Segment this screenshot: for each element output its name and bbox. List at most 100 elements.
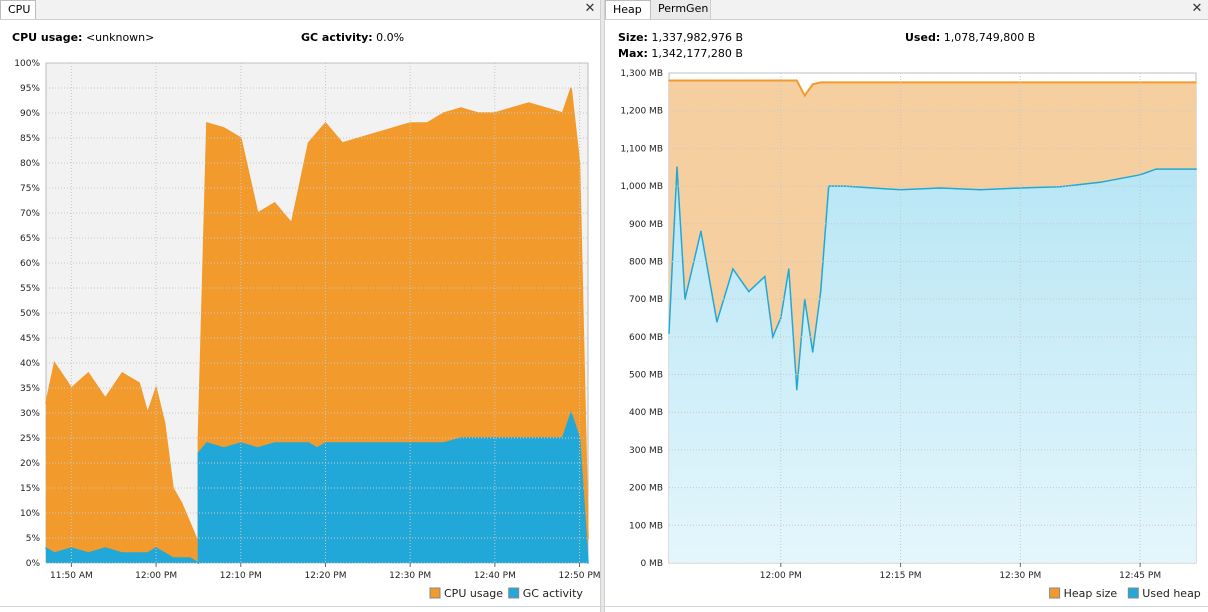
used-heap-point bbox=[668, 332, 670, 334]
gc-activity-point bbox=[146, 552, 149, 554]
heap-size-point bbox=[1195, 81, 1197, 84]
cpu-usage-point bbox=[197, 437, 200, 439]
gc-activity-point bbox=[358, 442, 361, 444]
x-tick-label: 12:15 PM bbox=[880, 571, 922, 581]
y-tick-label: 0% bbox=[26, 559, 41, 569]
gc-activity-point bbox=[104, 547, 107, 549]
used-heap-line bbox=[668, 167, 1196, 390]
tab-heap[interactable]: Heap bbox=[605, 0, 651, 19]
heap-panel: Heap PermGen ✕ Size: 1,337,982,976 B Use… bbox=[605, 0, 1208, 612]
gc-activity-point bbox=[163, 552, 166, 554]
heap-size-point bbox=[803, 94, 806, 97]
heap-used-value: 1,078,749,800 B bbox=[943, 31, 1036, 44]
cpu-usage-point bbox=[460, 107, 462, 109]
cpu-usage-point bbox=[544, 107, 547, 109]
gc-activity-point bbox=[197, 452, 200, 454]
cpu-usage-point bbox=[163, 422, 166, 424]
cpu-usage-point bbox=[511, 107, 513, 109]
gc-activity-point bbox=[587, 562, 589, 564]
used-heap-area bbox=[669, 167, 1196, 563]
cpu-usage-point bbox=[443, 112, 445, 114]
used-heap-point bbox=[788, 268, 790, 270]
cpu-usage-point bbox=[223, 127, 225, 129]
cpu-chart: 0% 5% 10% 15% 20% 25% 30% 35% 40% 45% 50% 55% 60% 65%… bbox=[14, 59, 600, 600]
tab-heap-label: Heap bbox=[613, 3, 642, 16]
cpu-usage-point bbox=[316, 132, 318, 134]
cpu-usage-point bbox=[189, 522, 191, 524]
status-separator bbox=[0, 606, 1208, 607]
y-tick-label: 200 MB bbox=[629, 484, 663, 494]
gc-activity-point bbox=[155, 547, 157, 549]
y-tick-label: 1,000 MB bbox=[620, 182, 663, 192]
y-tick-label: 1,200 MB bbox=[620, 107, 663, 117]
gc-activity-label: GC activity: bbox=[301, 31, 373, 44]
cpu-usage-point bbox=[273, 202, 276, 204]
tab-permgen[interactable]: PermGen bbox=[651, 0, 711, 19]
gc-activity-point bbox=[341, 442, 344, 444]
heap-size-point bbox=[811, 83, 814, 86]
gc-activity-point bbox=[45, 547, 47, 549]
y-tick-label: 35% bbox=[20, 384, 40, 394]
gc-activity-point bbox=[324, 442, 327, 444]
gc-activity-point bbox=[189, 557, 191, 559]
x-tick-label: 12:50 PM bbox=[559, 571, 600, 581]
y-tick-label: 90% bbox=[20, 109, 40, 119]
cpu-usage-label: CPU usage: bbox=[12, 31, 83, 44]
used-heap-point bbox=[939, 187, 942, 189]
cpu-tabbar: CPU ✕ bbox=[0, 0, 600, 20]
y-tick-label: 300 MB bbox=[629, 446, 663, 456]
gc-activity-point bbox=[172, 557, 174, 559]
heap-max-label: Max: bbox=[618, 47, 648, 60]
gc-activity-point bbox=[256, 447, 259, 449]
y-tick-label: 80% bbox=[20, 159, 40, 169]
legend-swatch-gc-activity bbox=[508, 587, 520, 599]
gc-activity-point bbox=[138, 552, 140, 554]
cpu-usage-point bbox=[45, 402, 47, 404]
cpu-usage-point bbox=[341, 142, 344, 144]
y-tick-label: 70% bbox=[20, 209, 40, 219]
tab-cpu[interactable]: CPU bbox=[0, 0, 36, 19]
x-tick-label: 12:45 PM bbox=[1119, 571, 1161, 581]
gc-activity-point bbox=[87, 552, 90, 554]
legend-label-cpu-usage: CPU usage bbox=[444, 587, 503, 600]
legend-label-gc-activity: GC activity bbox=[523, 587, 584, 600]
gc-activity-point bbox=[290, 442, 293, 444]
legend-label-heap-size: Heap size bbox=[1064, 587, 1118, 600]
cpu-usage-point bbox=[104, 397, 107, 399]
heap-size-point bbox=[780, 79, 782, 82]
close-heap-panel-icon[interactable]: ✕ bbox=[1191, 1, 1203, 16]
heap-size-point bbox=[827, 81, 830, 84]
x-tick-label: 12:00 PM bbox=[135, 571, 177, 581]
gc-activity-point bbox=[240, 442, 242, 444]
gc-activity-point bbox=[223, 447, 225, 449]
tab-permgen-label: PermGen bbox=[658, 2, 709, 15]
tab-cpu-label: CPU bbox=[8, 3, 31, 16]
gc-activity-point bbox=[443, 442, 445, 444]
y-tick-label: 100 MB bbox=[629, 521, 663, 531]
x-tick-label: 12:40 PM bbox=[474, 571, 516, 581]
x-tick-label: 12:10 PM bbox=[220, 571, 262, 581]
used-heap-point bbox=[819, 290, 822, 293]
legend-swatch-cpu-usage bbox=[429, 587, 441, 599]
used-heap-point bbox=[1155, 168, 1157, 170]
legend-label-used-heap: Used heap bbox=[1142, 587, 1201, 600]
x-tick-label: 11:50 AM bbox=[50, 571, 93, 581]
y-tick-label: 10% bbox=[20, 509, 40, 519]
used-heap-point bbox=[1099, 181, 1101, 184]
cpu-usage-point bbox=[494, 112, 496, 114]
panel-divider[interactable] bbox=[600, 0, 605, 612]
used-heap-point bbox=[843, 185, 846, 187]
x-tick-label: 12:30 PM bbox=[389, 571, 431, 581]
heap-size-point bbox=[819, 81, 822, 84]
close-cpu-panel-icon[interactable]: ✕ bbox=[584, 1, 596, 16]
heap-size-point bbox=[796, 79, 798, 82]
cpu-usage-point bbox=[53, 362, 56, 364]
cpu-usage-readout: CPU usage: <unknown> bbox=[12, 31, 154, 45]
gc-activity-point bbox=[409, 442, 412, 444]
y-tick-label: 20% bbox=[20, 459, 40, 469]
cpu-usage-point bbox=[87, 372, 90, 374]
y-tick-label: 55% bbox=[20, 284, 40, 294]
y-tick-label: 0 MB bbox=[640, 559, 663, 569]
cpu-usage-point bbox=[375, 132, 378, 134]
gc-activity-point bbox=[273, 442, 276, 444]
